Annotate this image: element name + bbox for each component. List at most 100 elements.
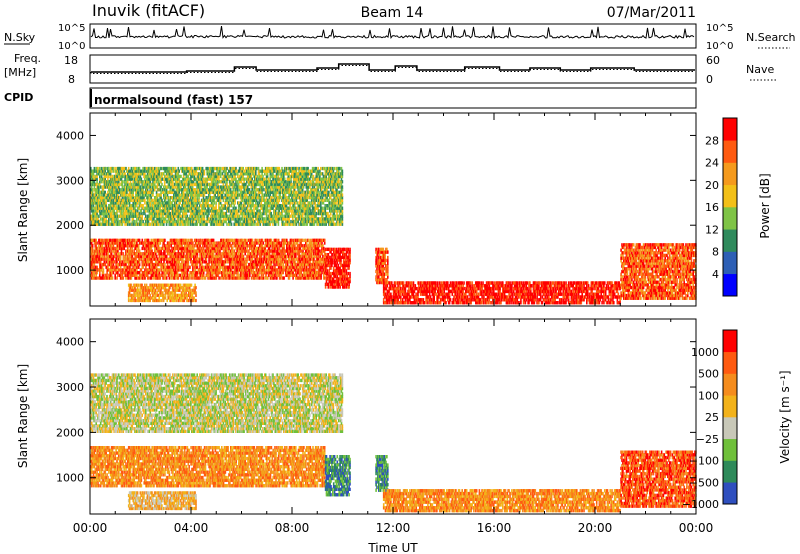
echo-cell [238,257,240,261]
echo-cell [130,276,133,280]
echo-cell [125,268,127,272]
echo-cell [277,252,280,256]
echo-cell [142,273,144,277]
echo-cell [174,271,176,275]
echo-cell [387,255,389,260]
echo-cell [306,246,309,251]
echo-cell [90,238,92,242]
echo-cell [312,257,314,261]
echo-cell [340,269,342,273]
echo-cell [279,262,282,267]
echo-cell [177,254,180,259]
echo-cell [502,292,504,296]
echo-cell [253,252,256,256]
echo-cell [242,260,245,264]
echo-cell [317,260,320,264]
echo-cell [232,276,235,280]
echo-cell [386,284,389,288]
echo-cell [309,252,312,256]
echo-cell [236,246,238,251]
echo-cell [331,285,333,289]
echo-cell [236,241,238,245]
echo-cell [325,247,328,251]
echo-cell [162,244,164,248]
echo-cell [519,281,521,285]
echo-cell [116,238,118,242]
echo-cell [458,292,461,296]
echo-cell [424,284,426,288]
echo-cell [194,276,197,280]
echo-cell [332,280,335,284]
echo-cell [232,262,235,267]
echo-cell [281,249,284,253]
echo-cell [461,286,463,291]
echo-cell [474,284,476,288]
echo-cell [108,246,110,251]
echo-cell [101,252,104,256]
echo-cell [261,252,264,256]
echo-cell [174,273,177,277]
echo-cell [99,254,101,259]
echo-cell [318,262,321,267]
echo-cell [438,286,440,291]
echo-cell [480,301,482,305]
echo-cell [339,285,341,289]
echo-cell [211,260,213,264]
echo-cell [329,266,331,270]
echo-cell [120,246,123,251]
echo-cell [155,265,157,269]
echo-cell [118,252,120,256]
echo-cell [192,260,194,264]
echo-cell [469,281,472,285]
echo-cell [447,292,449,296]
echo-cell [286,271,289,275]
echo-cell [154,246,156,251]
echo-cell [514,286,517,291]
echo-cell [174,244,176,248]
echo-cell [293,260,295,264]
echo-cell [510,286,512,291]
echo-cell [379,278,382,282]
echo-cell [158,252,161,256]
echo-cell [182,276,184,280]
echo-cell [211,244,214,248]
echo-cell [227,273,229,277]
echo-cell [432,281,435,285]
echo-cell [424,292,426,296]
echo-cell [174,241,177,245]
echo-cell [106,241,108,245]
echo-cell [395,289,398,294]
echo-cell [266,252,268,256]
echo-cell [208,257,210,261]
echo-cell [434,301,436,305]
echo-cell [181,265,183,269]
echo-cell [517,295,519,299]
echo-cell [296,265,299,269]
echo-cell [105,254,107,259]
echo-cell [176,268,179,272]
echo-cell [255,257,257,261]
echo-cell [346,261,349,265]
echo-cell [314,252,317,256]
echo-cell [308,265,311,269]
echo-cell [211,249,213,253]
echo-cell [280,241,283,245]
echo-cell [188,244,190,248]
echo-cell [188,246,190,251]
echo-cell [387,269,389,274]
echo-cell [276,273,278,277]
echo-cell [489,301,491,305]
echo-cell [199,241,201,245]
echo-cell [292,246,294,251]
echo-cell [169,249,172,253]
echo-cell [131,244,134,248]
echo-cell [385,264,387,268]
echo-cell [218,254,220,259]
echo-cell [329,271,331,276]
echo-cell [241,262,244,267]
echo-cell [314,271,316,275]
echo-cell [135,273,137,277]
echo-cell [257,238,259,242]
echo-cell [306,271,309,275]
echo-cell [218,249,220,253]
